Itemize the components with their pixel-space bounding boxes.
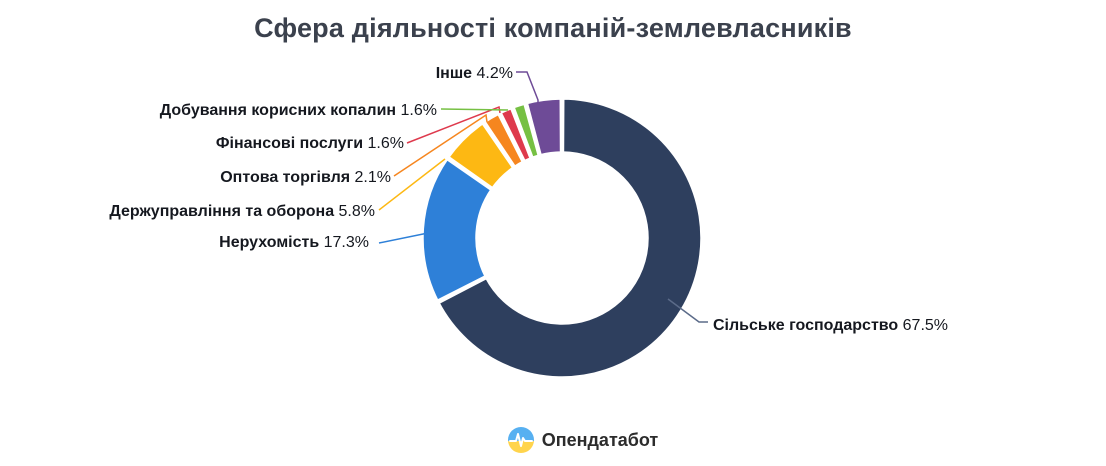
- leader-line-1: [378, 232, 429, 244]
- leader-line-3: [393, 113, 488, 177]
- leader-line-6: [516, 71, 539, 105]
- pie-slice-0: [436, 96, 704, 380]
- leader-line-5: [440, 108, 509, 111]
- leader-line-0: [667, 298, 708, 323]
- leader-line-4: [406, 105, 501, 144]
- opendatabot-logo-icon: [507, 427, 534, 453]
- brand-name: Опендатабот: [541, 429, 659, 450]
- chart-title: Сфера діяльності компаній-землевласників: [254, 13, 852, 43]
- footer-brand: Опендатабот: [30, 427, 1106, 453]
- leader-line-2: [378, 158, 446, 211]
